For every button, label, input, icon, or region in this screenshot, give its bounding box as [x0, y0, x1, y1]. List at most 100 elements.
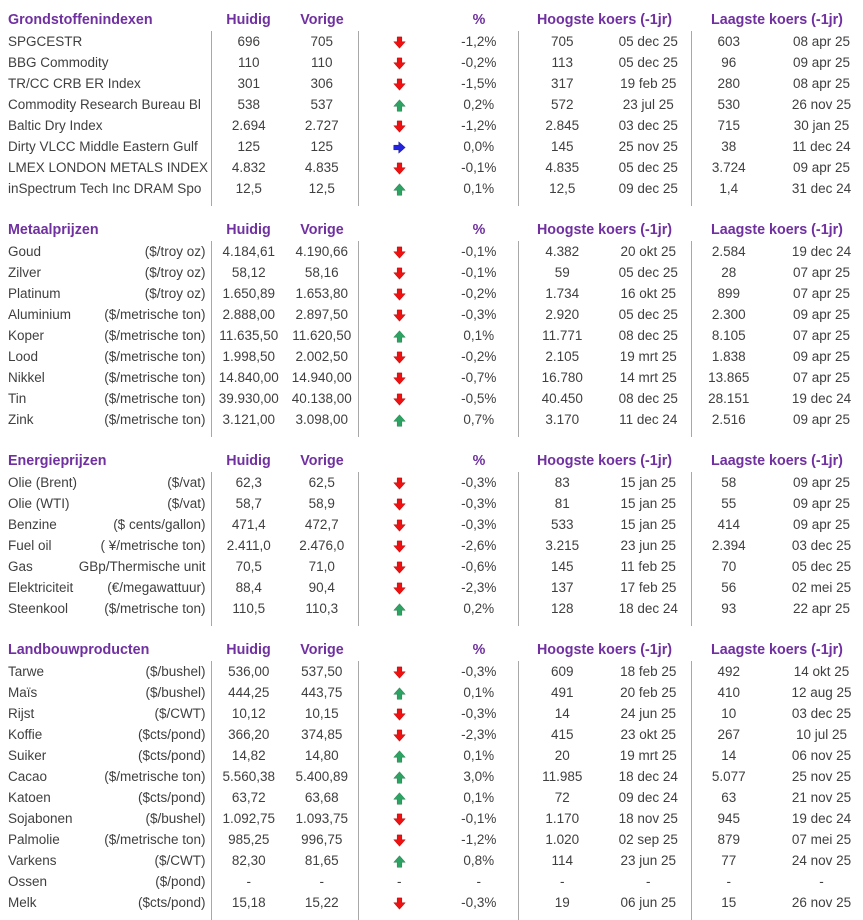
huidig-value: 444,25 [228, 685, 270, 700]
price-row: Koffie ($cts/pond) 366,20 374,85 -2,3% 415 23 … [0, 724, 863, 745]
huidig-value: 3.121,00 [222, 412, 276, 427]
laagste-date: 12 aug 25 [791, 685, 852, 700]
hoogste-value: 12,5 [549, 181, 576, 196]
section-title: Metaalprijzen [8, 221, 99, 238]
hoogste-value: 83 [554, 475, 570, 490]
hoogste-date: 09 dec 25 [606, 178, 692, 199]
vorige-value: 996,75 [286, 829, 359, 850]
trend-cell [358, 661, 440, 682]
laagste-value: 2.584 [711, 244, 746, 259]
vorige-value: 71,0 [286, 556, 359, 577]
hoogste-value: 1.020 [545, 832, 580, 847]
laagste-value: 55 [721, 496, 737, 511]
huidig-value: 110 [237, 55, 260, 70]
instrument-unit: ($/bushel) [145, 811, 206, 826]
pct-change: 0,1% [440, 325, 519, 346]
vorige-value: 537 [286, 94, 359, 115]
pct-change: -1,2% [440, 829, 519, 850]
pct-change: -2,3% [440, 724, 519, 745]
instrument-cell: Tarwe ($/bushel) [0, 661, 212, 682]
trend-cell [358, 514, 440, 535]
hoogste-value: 19 [554, 895, 570, 910]
arrow-up-icon [392, 328, 406, 343]
laagste-date: 09 apr 25 [792, 307, 851, 322]
pct-change: -0,3% [440, 304, 519, 325]
price-row: Lood ($/metrische ton) 1.998,50 2.002,50 -0,… [0, 346, 863, 367]
column-header-vorige: Vorige [300, 11, 344, 28]
trend-cell [358, 787, 440, 808]
hoogste-value: 128 [550, 601, 574, 616]
laagste-value: 603 [717, 34, 741, 49]
pct-change: -0,7% [440, 367, 519, 388]
column-header-pct: % [472, 221, 486, 238]
laagste-value: 280 [717, 76, 741, 91]
laagste-date: 26 nov 25 [791, 97, 852, 112]
hoogste-date: 15 jan 25 [606, 493, 692, 514]
instrument-cell: Koffie ($cts/pond) [0, 724, 212, 745]
hoogste-date: 19 mrt 25 [606, 745, 692, 766]
price-row: TR/CC CRB ER Index 301 306 -1,5% 317 19 feb 2… [0, 73, 863, 94]
instrument-cell: Goud ($/troy oz) [0, 241, 212, 262]
instrument-unit: ($/pond) [155, 874, 206, 889]
arrow-down-icon [392, 496, 406, 511]
column-header-pct: % [472, 641, 486, 658]
laagste-value: - [726, 874, 732, 889]
hoogste-date: 02 sep 25 [606, 829, 692, 850]
no-change-dash: - [397, 874, 402, 889]
section-header-row: Landbouwproducten Huidig Vorige% Hoogste ko… [0, 638, 863, 661]
pct-change: 0,1% [440, 745, 519, 766]
huidig-value: 2.694 [231, 118, 266, 133]
vorige-value: 63,68 [286, 787, 359, 808]
price-row: Maïs ($/bushel) 444,25 443,75 0,1% 491 20 feb … [0, 682, 863, 703]
hoogste-date: 05 dec 25 [606, 52, 692, 73]
trend-cell [358, 325, 440, 346]
pct-change: -0,3% [440, 493, 519, 514]
laagste-date: 22 apr 25 [792, 601, 851, 616]
laagste-date: 08 apr 25 [792, 76, 851, 91]
hoogste-value: 145 [550, 139, 574, 154]
column-header-laagste: Laagste koers (-1jr) [711, 641, 843, 658]
instrument-cell: Elektriciteit (€/megawattuur) [0, 577, 212, 598]
laagste-value: 28.151 [708, 391, 750, 406]
hoogste-date: 09 dec 24 [606, 787, 692, 808]
trend-cell [358, 556, 440, 577]
pct-change: -0,2% [440, 346, 519, 367]
instrument-cell: Suiker ($cts/pond) [0, 745, 212, 766]
instrument-name: BBG Commodity [8, 55, 109, 70]
instrument-cell: Fuel oil ( ¥/metrische ton) [0, 535, 212, 556]
arrow-down-icon [392, 727, 406, 742]
price-row: BBG Commodity 110 110 -0,2% 113 05 dec 25 96 09… [0, 52, 863, 73]
vorige-value: 110 [286, 52, 359, 73]
huidig-value: 70,5 [235, 559, 262, 574]
huidig-value: 536,00 [228, 664, 270, 679]
pct-change: -0,2% [440, 283, 519, 304]
instrument-unit: ($/metrische ton) [104, 601, 206, 616]
laagste-value: 58 [721, 475, 737, 490]
instrument-cell: Sojabonen ($/bushel) [0, 808, 212, 829]
hoogste-date: 08 dec 25 [606, 388, 692, 409]
arrow-down-icon [392, 517, 406, 532]
trend-cell [358, 493, 440, 514]
hoogste-date: 06 jun 25 [606, 892, 692, 913]
vorige-value: 5.400,89 [286, 766, 359, 787]
laagste-date: 19 dec 24 [791, 244, 852, 259]
instrument-name: Goud [8, 244, 42, 259]
hoogste-value: 14 [554, 706, 570, 721]
arrow-down-icon [392, 286, 406, 301]
hoogste-value: 1.734 [545, 286, 580, 301]
trend-cell [358, 472, 440, 493]
instrument-cell: Zink ($/metrische ton) [0, 409, 212, 430]
vorige-value: 1.653,80 [286, 283, 359, 304]
vorige-value: 14,80 [286, 745, 359, 766]
instrument-cell: Olie (WTI) ($/vat) [0, 493, 212, 514]
vorige-value: 2.476,0 [286, 535, 359, 556]
pct-change: -0,2% [440, 52, 519, 73]
hoogste-value: 705 [550, 34, 574, 49]
arrow-down-icon [392, 349, 406, 364]
laagste-date: 09 apr 25 [792, 55, 851, 70]
instrument-cell: Gas GBp/Thermische unit [0, 556, 212, 577]
instrument-unit: ($cts/pond) [137, 727, 206, 742]
hoogste-value: 2.920 [545, 307, 580, 322]
instrument-name: Tarwe [8, 664, 45, 679]
